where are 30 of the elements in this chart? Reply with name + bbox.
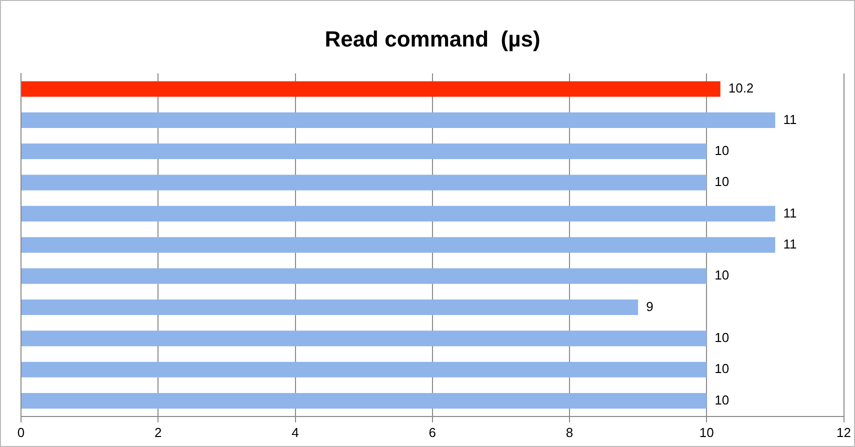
bar — [22, 330, 707, 346]
x-tick-label: 8 — [566, 424, 574, 440]
bar — [22, 174, 707, 190]
data-label: 10.2 — [728, 80, 754, 96]
data-label: 10 — [714, 142, 730, 158]
data-label: 10 — [714, 268, 730, 283]
bar — [22, 393, 707, 409]
x-tick-label: 10 — [699, 424, 714, 440]
x-tick-label: 0 — [17, 424, 25, 440]
x-tick-label: 12 — [836, 424, 852, 440]
bar — [22, 268, 707, 284]
bar — [22, 206, 776, 222]
x-tick-label: 6 — [428, 424, 436, 440]
bar — [22, 112, 776, 128]
data-label: 10 — [714, 392, 730, 408]
bar — [22, 144, 707, 160]
data-label: 11 — [783, 112, 797, 127]
data-label: 11 — [783, 205, 797, 220]
data-label: 11 — [783, 236, 797, 252]
x-tick-label: 4 — [292, 424, 299, 440]
bar — [22, 237, 776, 253]
bar — [22, 299, 638, 316]
chart-title: Read command (µs) — [324, 26, 540, 52]
bar — [22, 362, 707, 378]
data-label: 10 — [714, 330, 730, 346]
bar — [22, 81, 720, 97]
data-label: 10 — [714, 174, 730, 190]
data-label: 10 — [714, 361, 730, 376]
data-label: 9 — [646, 298, 654, 314]
x-tick-label: 2 — [154, 424, 162, 440]
